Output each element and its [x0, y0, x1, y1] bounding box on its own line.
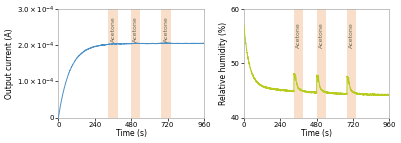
Bar [108, 9, 117, 118]
Text: Acetone: Acetone [164, 16, 168, 42]
Bar [317, 9, 326, 118]
Bar [347, 9, 356, 118]
Text: Acetone: Acetone [133, 16, 138, 42]
Bar [294, 9, 303, 118]
Y-axis label: Output current (A): Output current (A) [5, 28, 14, 99]
Text: Acetone: Acetone [111, 16, 115, 42]
X-axis label: Time (s): Time (s) [115, 129, 147, 138]
Text: Acetone: Acetone [349, 22, 354, 48]
Text: Acetone: Acetone [319, 22, 324, 48]
X-axis label: Time (s): Time (s) [301, 129, 332, 138]
Bar [131, 9, 140, 118]
Bar [162, 9, 170, 118]
Y-axis label: Relative humidity (%): Relative humidity (%) [219, 22, 228, 105]
Text: Acetone: Acetone [296, 22, 301, 48]
